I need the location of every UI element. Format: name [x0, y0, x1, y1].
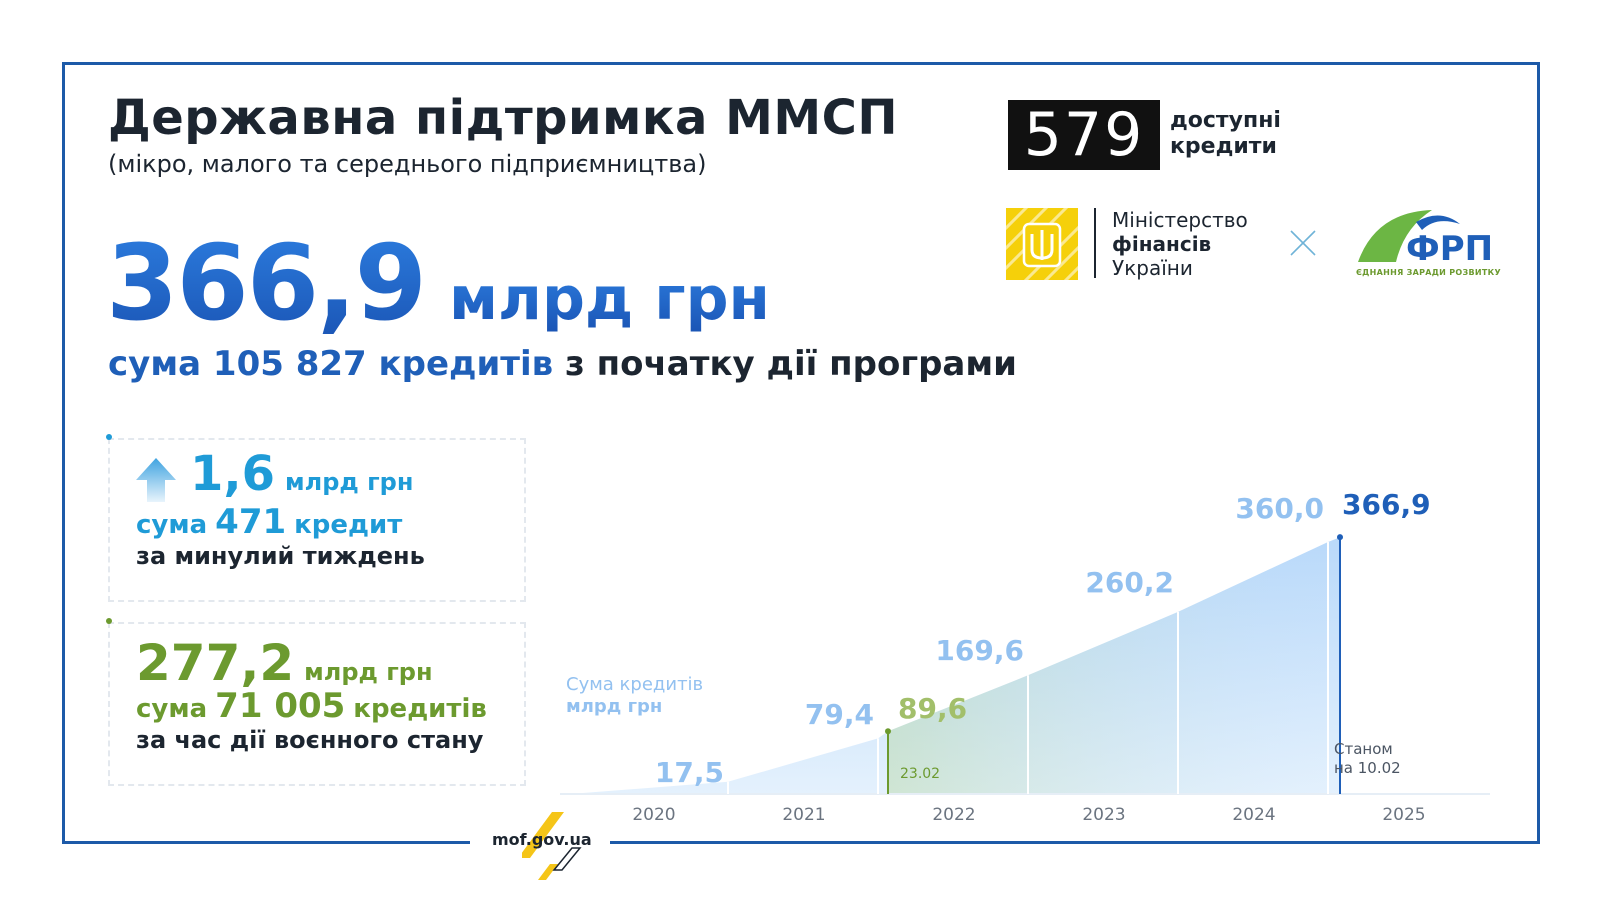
total-loans-count: 105 827	[212, 344, 367, 384]
wartime-amount-row: 277,2 млрд грн	[136, 634, 433, 692]
total-sum-prefix: сума	[108, 344, 202, 384]
trident-emblem-icon	[1006, 208, 1078, 280]
total-suffix: з початку дії програми	[565, 344, 1017, 384]
weekly-card: 1,6 млрд грн сума 471 кредит за минулий …	[106, 434, 526, 602]
weekly-value: 1,6	[190, 446, 276, 502]
card-marker	[106, 618, 112, 624]
weekly-amount-row: 1,6 млрд грн	[136, 446, 413, 502]
arrow-up-icon	[136, 458, 176, 502]
axis-caption-line-2: млрд грн	[566, 696, 663, 717]
page-subtitle: (мікро, малого та середнього підприємниц…	[108, 150, 707, 178]
page-title: Державна підтримка ММСП	[108, 90, 898, 146]
partnership-cross-icon	[1290, 230, 1316, 256]
wartime-sum-prefix: сума	[136, 694, 208, 724]
infographic-frame	[62, 62, 1540, 844]
frp-mark: ФРП	[1406, 229, 1493, 264]
wartime-period-row: за час дії воєнного стану	[136, 726, 483, 754]
total-value: 366,9	[106, 222, 427, 344]
weekly-period-row: за минулий тиждень	[136, 542, 425, 570]
site-link[interactable]: mof.gov.ua	[492, 830, 592, 849]
total-summary: сума 105 827 кредитів з початку дії прог…	[108, 344, 1017, 384]
current-date-note: Станом на 10.02	[1334, 740, 1401, 778]
wartime-card: 277,2 млрд грн сума 71 005 кредитів за ч…	[106, 618, 526, 786]
wartime-count-word: кредитів	[353, 694, 487, 724]
ministry-line-2: фінансів	[1112, 232, 1212, 256]
weekly-count-word: кредит	[294, 510, 403, 540]
weekly-count-row: сума 471 кредит	[136, 502, 402, 542]
program-logo-text: доступні кредити	[1170, 108, 1281, 160]
weekly-count: 471	[215, 502, 287, 542]
weekly-period: за минулий тиждень	[136, 542, 425, 570]
weekly-sum-prefix: сума	[136, 510, 208, 540]
axis-caption-line-1: Сума кредитів	[566, 674, 704, 695]
total-loans-word: кредитів	[378, 344, 554, 384]
ministry-line-1: Міністерство	[1112, 208, 1248, 232]
ministry-divider	[1094, 208, 1096, 278]
mof-slash-icon	[522, 812, 582, 880]
current-note-line-2: на 10.02	[1334, 759, 1401, 777]
total-unit: млрд грн	[448, 264, 771, 334]
wartime-count-row: сума 71 005 кредитів	[136, 686, 487, 726]
program-579-logo: 579	[1008, 100, 1160, 170]
program-line-1: доступні	[1170, 108, 1281, 133]
chart-axis-caption: Сума кредитів млрд грн	[566, 674, 703, 718]
ministry-logo-text: Міністерство фінансів України	[1112, 208, 1248, 280]
wartime-count: 71 005	[215, 686, 346, 726]
frp-logo: ФРП	[1358, 210, 1493, 264]
wartime-unit: млрд грн	[304, 658, 433, 686]
ministry-line-3: України	[1112, 256, 1193, 280]
program-line-2: кредити	[1170, 134, 1277, 159]
current-note-line-1: Станом	[1334, 740, 1393, 758]
frp-tagline: ЄДНАННЯ ЗАРАДИ РОЗВИТКУ	[1356, 268, 1501, 277]
card-marker	[106, 434, 112, 440]
total-amount: 366,9 млрд грн	[106, 222, 770, 344]
wartime-value: 277,2	[136, 634, 295, 692]
weekly-unit: млрд грн	[285, 468, 414, 496]
wartime-period: за час дії воєнного стану	[136, 726, 484, 754]
